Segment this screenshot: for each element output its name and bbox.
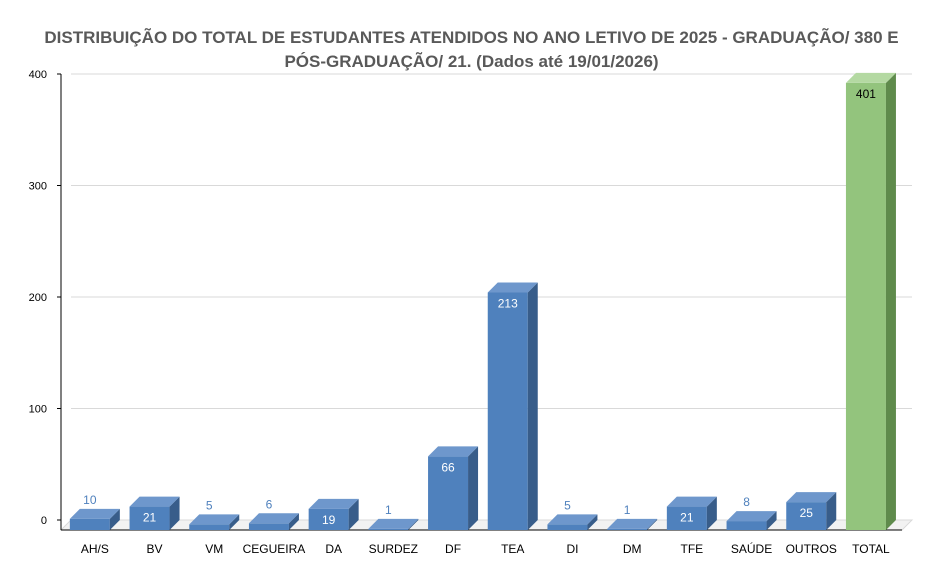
data-label: 19 — [322, 513, 336, 527]
data-label: 21 — [680, 511, 694, 525]
data-label: 5 — [206, 498, 213, 512]
bar-front-face — [248, 523, 289, 530]
y-tick-label: 0 — [41, 515, 47, 527]
bar-side-face — [348, 498, 359, 530]
bar-top-face — [547, 514, 598, 525]
bar-top-face — [726, 511, 777, 522]
x-category-label: DF — [445, 542, 461, 556]
bar-side-face — [647, 518, 658, 530]
bar — [547, 514, 598, 530]
bar-top-face — [666, 496, 717, 507]
y-tick-label: 400 — [29, 69, 47, 81]
bar-front-face — [487, 292, 528, 530]
data-label: 401 — [856, 87, 876, 101]
bar-front-face — [69, 518, 110, 530]
bar-front-face — [129, 506, 170, 530]
bar-side-face — [229, 514, 240, 530]
data-label: 21 — [143, 511, 157, 525]
bar-top-face — [69, 508, 120, 519]
bar — [129, 496, 180, 530]
x-category-label: DA — [325, 542, 342, 556]
x-category-label: BV — [147, 542, 163, 556]
bar-front-face — [308, 508, 349, 530]
x-category-label: DM — [623, 542, 642, 556]
bar — [845, 72, 896, 530]
bar — [189, 514, 240, 530]
bar-side-face — [408, 518, 419, 530]
y-tick-label: 100 — [29, 404, 47, 416]
bar — [666, 496, 717, 530]
x-category-label: OUTROS — [786, 542, 837, 556]
bar-front-face — [786, 502, 827, 530]
data-label: 213 — [498, 297, 518, 311]
bar-top-face — [368, 518, 419, 529]
x-category-label: SURDEZ — [369, 542, 418, 556]
bar-front-face — [189, 524, 230, 530]
bar-top-face — [308, 498, 359, 509]
bar-front-face — [547, 524, 588, 530]
chart-title-line-2: PÓS-GRADUAÇÃO/ 21. (Dados até 19/01/2026… — [284, 52, 659, 71]
bar-side-face — [109, 508, 120, 530]
bar — [726, 511, 777, 530]
x-category-label: SAÚDE — [731, 541, 772, 556]
x-category-label: TEA — [501, 542, 524, 556]
bar — [607, 518, 658, 530]
bar-top-face — [845, 72, 896, 83]
data-label: 6 — [266, 497, 273, 511]
bar-side-face — [288, 513, 299, 530]
y-tick-label: 300 — [29, 181, 47, 193]
bar-front-face — [845, 82, 886, 530]
data-label: 10 — [83, 493, 97, 507]
bar-side-face — [706, 496, 717, 530]
data-label: 66 — [441, 460, 455, 474]
bar — [69, 508, 120, 530]
bar-front-face — [666, 506, 707, 530]
x-category-label: DI — [566, 542, 578, 556]
x-category-label: VM — [205, 542, 223, 556]
bar — [368, 518, 419, 530]
chart-title: DISTRIBUIÇÃO DO TOTAL DE ESTUDANTES ATEN… — [0, 26, 943, 74]
chart-floor — [59, 519, 914, 531]
bar-top-face — [189, 514, 240, 525]
bar-side-face — [766, 511, 777, 530]
bar-front-face — [726, 521, 767, 530]
bar — [308, 498, 359, 530]
bar-side-face — [527, 282, 538, 530]
bar-top-face — [248, 513, 299, 524]
bar-side-face — [468, 446, 479, 530]
bar-top-face — [487, 282, 538, 293]
bar-side-face — [885, 72, 896, 530]
data-label: 5 — [564, 498, 571, 512]
y-tick-label: 200 — [29, 292, 47, 304]
x-category-label: CEGUEIRA — [243, 542, 306, 556]
bar-side-face — [587, 514, 598, 530]
data-label: 1 — [624, 503, 631, 517]
bar-front-face — [368, 528, 409, 530]
x-category-label: TOTAL — [852, 542, 890, 556]
data-label: 8 — [743, 495, 750, 509]
bar-front-face — [607, 528, 648, 530]
data-label: 25 — [800, 506, 814, 520]
bar-side-face — [826, 492, 837, 530]
x-category-label: AH/S — [81, 542, 109, 556]
bar-front-face — [428, 456, 469, 530]
bar-top-face — [786, 492, 837, 503]
bar-top-face — [428, 446, 479, 457]
bar-top-face — [607, 518, 658, 529]
bar — [248, 513, 299, 530]
bar-top-face — [129, 496, 180, 507]
data-label: 1 — [385, 503, 392, 517]
bar — [487, 282, 538, 530]
bar — [786, 492, 837, 530]
x-category-label: TFE — [681, 542, 704, 556]
bar — [428, 446, 479, 530]
chart-title-line-1: DISTRIBUIÇÃO DO TOTAL DE ESTUDANTES ATEN… — [44, 28, 899, 47]
bar-side-face — [169, 496, 180, 530]
